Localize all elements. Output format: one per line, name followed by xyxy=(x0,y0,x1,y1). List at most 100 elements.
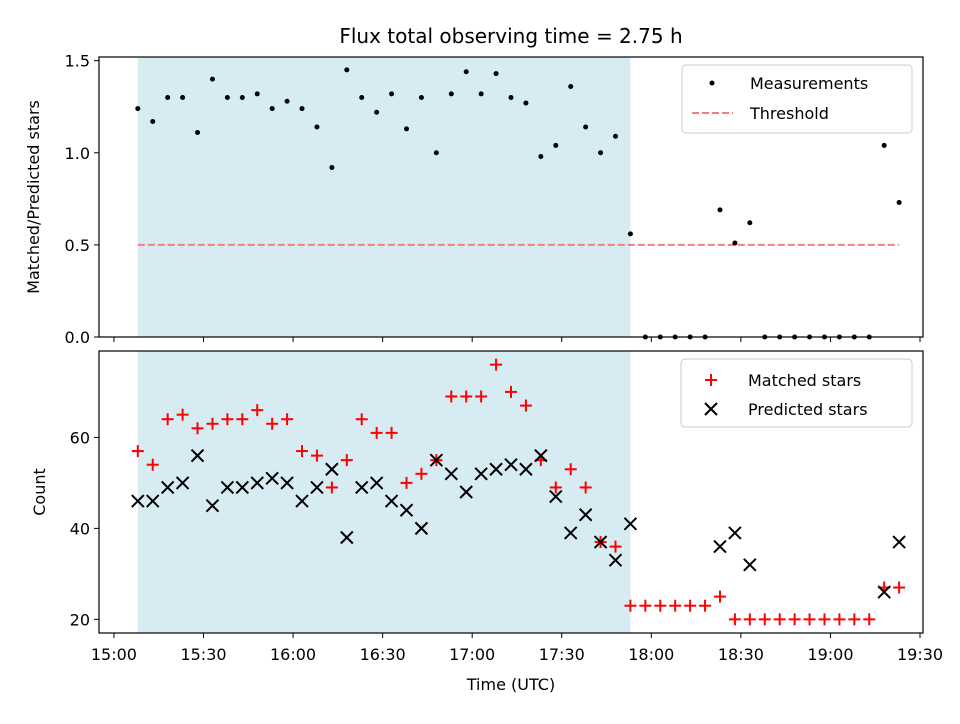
matched-star-point xyxy=(609,540,622,553)
matched-star-point xyxy=(728,613,741,626)
predicted-star-point xyxy=(743,558,757,572)
matched-star-point xyxy=(818,613,831,626)
legend-matched-marker xyxy=(705,374,717,386)
matched-star-point xyxy=(699,599,712,612)
predicted-star-point xyxy=(355,480,369,495)
matched-star-point xyxy=(549,481,562,494)
predicted-star-point xyxy=(519,462,533,476)
measurement-point xyxy=(896,200,902,206)
measurement-point xyxy=(508,95,514,101)
matched-star-point xyxy=(684,599,697,612)
top-ytick-label: 1.5 xyxy=(65,52,90,71)
predicted-star-point xyxy=(160,480,175,495)
predicted-star-point xyxy=(608,553,623,567)
x-tick-label: 18:00 xyxy=(628,645,674,664)
top-axes-frame xyxy=(98,56,924,338)
matched-star-point xyxy=(325,481,338,494)
matched-star-point xyxy=(669,599,682,612)
matched-star-point xyxy=(176,408,189,421)
predicted-star-point xyxy=(310,480,324,495)
predicted-star-point xyxy=(593,535,608,549)
measurement-point xyxy=(881,142,887,148)
measurement-point xyxy=(165,95,171,101)
matched-star-point xyxy=(788,613,801,626)
predicted-star-point xyxy=(369,476,384,490)
predicted-star-point xyxy=(265,471,279,486)
chart-title: Flux total observing time = 2.75 h xyxy=(339,24,682,48)
matched-star-point xyxy=(833,613,846,626)
bottom-axes-frame xyxy=(98,350,924,634)
measurement-point xyxy=(329,165,335,171)
matched-star-point xyxy=(579,481,592,494)
predicted-star-point xyxy=(399,503,414,517)
matched-star-point xyxy=(310,449,323,462)
predicted-star-point xyxy=(877,585,891,599)
measurement-point xyxy=(463,69,469,75)
matched-star-point xyxy=(773,613,786,626)
matched-star-point xyxy=(460,390,473,403)
bottom-ytick-label: 40 xyxy=(70,519,90,538)
top-ylabel: Matched/Predicted stars xyxy=(24,100,43,294)
matched-star-point xyxy=(758,613,771,626)
measurement-point xyxy=(254,91,260,97)
predicted-star-point xyxy=(459,485,473,499)
legend-threshold-label: Threshold xyxy=(749,104,829,123)
predicted-star-point xyxy=(250,476,264,490)
measurement-point xyxy=(418,95,424,101)
measurement-point xyxy=(553,142,559,148)
matched-star-point xyxy=(400,476,413,489)
measurement-point xyxy=(404,126,410,132)
matched-star-point xyxy=(505,385,517,398)
predicted-star-point xyxy=(549,489,563,504)
measurement-point xyxy=(180,95,186,101)
measurement-point xyxy=(583,124,589,130)
top-legend: Measurements Threshold xyxy=(681,64,913,134)
predicted-star-point xyxy=(220,480,235,495)
measurement-point xyxy=(374,109,380,115)
predicted-star-point xyxy=(474,467,488,481)
predicted-star-point xyxy=(489,462,503,476)
measurement-point xyxy=(538,153,544,159)
predicted-star-point xyxy=(205,498,220,513)
top-ytick-label: 1.0 xyxy=(65,144,90,163)
predicted-star-point xyxy=(384,494,399,508)
measurement-point xyxy=(433,150,439,156)
predicted-star-point xyxy=(280,476,294,490)
predicted-star-point xyxy=(728,526,742,540)
predicted-star-point xyxy=(444,467,458,481)
measurement-point xyxy=(314,124,320,130)
measurement-point xyxy=(209,76,215,82)
x-axis-label: Time (UTC) xyxy=(466,675,555,694)
matched-star-point xyxy=(131,445,144,458)
matched-star-point xyxy=(236,413,249,426)
measurement-point xyxy=(627,231,633,237)
predicted-star-point xyxy=(235,480,250,495)
predicted-star-point xyxy=(578,508,593,522)
x-tick-label: 19:30 xyxy=(897,645,943,664)
top-panel: 0.0 0.5 1.0 1.5 Matched/Predicted stars Mea… xyxy=(24,52,924,347)
matched-star-point xyxy=(385,426,398,439)
matched-star-point xyxy=(415,467,428,480)
bottom-legend: Matched stars Predicted stars xyxy=(680,358,913,428)
matched-star-point xyxy=(146,458,159,471)
predicted-star-point xyxy=(623,517,638,531)
matched-star-point xyxy=(296,445,309,458)
measurement-point xyxy=(150,118,156,124)
predicted-star-point xyxy=(429,453,444,467)
measurement-point xyxy=(598,150,604,156)
x-tick-label: 18:30 xyxy=(718,645,764,664)
legend-predicted-label: Predicted stars xyxy=(748,400,868,419)
measurement-point xyxy=(269,106,275,112)
measurement-point xyxy=(284,98,290,104)
x-tick-label: 19:00 xyxy=(807,645,853,664)
matched-star-point xyxy=(266,417,279,430)
matched-star-point xyxy=(445,390,458,403)
matched-star-point xyxy=(281,413,294,426)
predicted-star-point xyxy=(175,476,190,490)
measurement-point xyxy=(717,207,723,213)
predicted-star-point xyxy=(892,535,906,549)
matched-star-point xyxy=(848,613,861,626)
matched-star-point xyxy=(251,404,264,417)
matched-star-point xyxy=(564,463,577,476)
x-tick-label: 17:00 xyxy=(449,645,495,664)
